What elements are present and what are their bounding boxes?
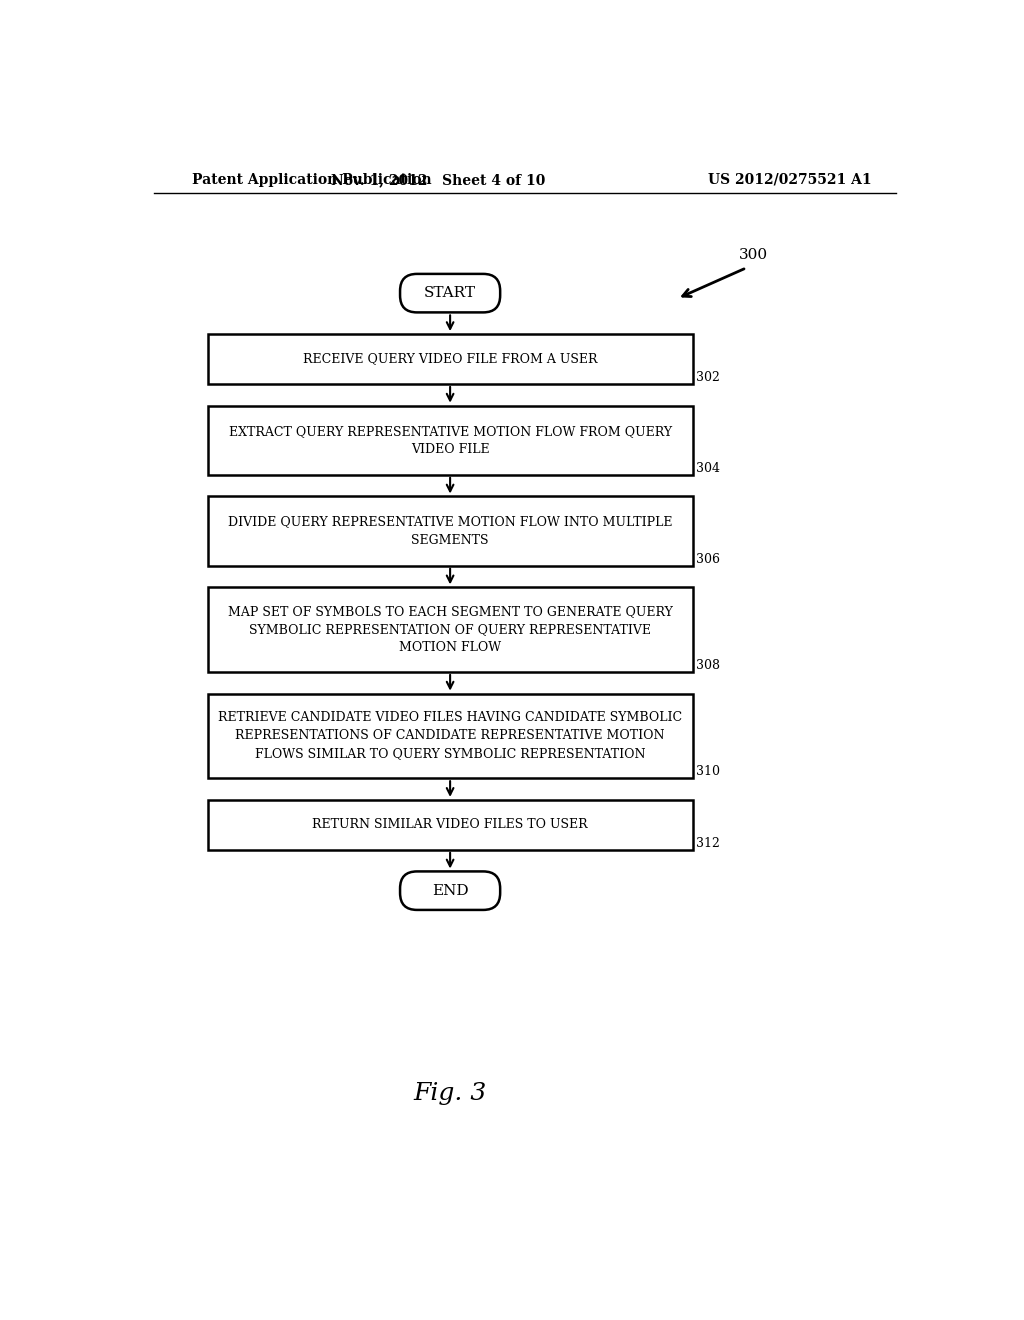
Text: Fig. 3: Fig. 3: [414, 1082, 486, 1105]
Text: RETURN SIMILAR VIDEO FILES TO USER: RETURN SIMILAR VIDEO FILES TO USER: [312, 818, 588, 832]
Text: RETRIEVE CANDIDATE VIDEO FILES HAVING CANDIDATE SYMBOLIC
REPRESENTATIONS OF CAND: RETRIEVE CANDIDATE VIDEO FILES HAVING CA…: [218, 711, 682, 760]
Text: EXTRACT QUERY REPRESENTATIVE MOTION FLOW FROM QUERY
VIDEO FILE: EXTRACT QUERY REPRESENTATIVE MOTION FLOW…: [228, 425, 672, 455]
Bar: [208, 587, 692, 672]
Bar: [208, 800, 692, 850]
Text: 300: 300: [739, 248, 768, 263]
Bar: [208, 496, 692, 566]
Text: MAP SET OF SYMBOLS TO EACH SEGMENT TO GENERATE QUERY
SYMBOLIC REPRESENTATION OF : MAP SET OF SYMBOLS TO EACH SEGMENT TO GE…: [227, 605, 673, 655]
Bar: [208, 334, 692, 384]
Text: START: START: [424, 286, 476, 300]
Text: END: END: [432, 883, 468, 898]
Text: Patent Application Publication: Patent Application Publication: [193, 173, 432, 187]
Text: 310: 310: [695, 766, 720, 779]
Text: DIVIDE QUERY REPRESENTATIVE MOTION FLOW INTO MULTIPLE
SEGMENTS: DIVIDE QUERY REPRESENTATIVE MOTION FLOW …: [228, 516, 673, 546]
Text: RECEIVE QUERY VIDEO FILE FROM A USER: RECEIVE QUERY VIDEO FILE FROM A USER: [303, 352, 597, 366]
FancyBboxPatch shape: [400, 871, 500, 909]
Text: 306: 306: [695, 553, 720, 566]
Text: 308: 308: [695, 659, 720, 672]
Text: US 2012/0275521 A1: US 2012/0275521 A1: [708, 173, 871, 187]
Text: 302: 302: [695, 371, 720, 384]
Text: Nov. 1, 2012   Sheet 4 of 10: Nov. 1, 2012 Sheet 4 of 10: [332, 173, 546, 187]
Text: 304: 304: [695, 462, 720, 475]
Text: 312: 312: [695, 837, 720, 850]
Bar: [208, 405, 692, 475]
Bar: [208, 693, 692, 779]
FancyBboxPatch shape: [400, 275, 500, 313]
